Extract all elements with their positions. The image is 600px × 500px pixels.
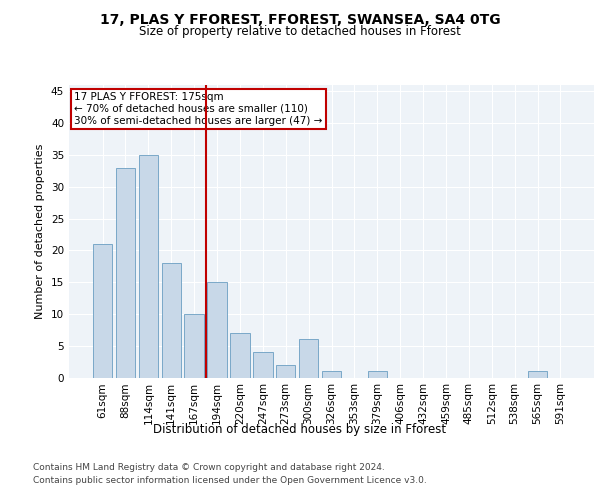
Bar bbox=[230, 333, 250, 378]
Bar bbox=[276, 365, 295, 378]
Text: 17 PLAS Y FFOREST: 175sqm
← 70% of detached houses are smaller (110)
30% of semi: 17 PLAS Y FFOREST: 175sqm ← 70% of detac… bbox=[74, 92, 323, 126]
Bar bbox=[184, 314, 204, 378]
Bar bbox=[139, 155, 158, 378]
Text: Distribution of detached houses by size in Fforest: Distribution of detached houses by size … bbox=[154, 422, 446, 436]
Text: Contains HM Land Registry data © Crown copyright and database right 2024.: Contains HM Land Registry data © Crown c… bbox=[33, 462, 385, 471]
Bar bbox=[253, 352, 272, 378]
Bar bbox=[368, 371, 387, 378]
Bar bbox=[161, 263, 181, 378]
Bar bbox=[208, 282, 227, 378]
Text: Size of property relative to detached houses in Fforest: Size of property relative to detached ho… bbox=[139, 25, 461, 38]
Bar bbox=[299, 340, 319, 378]
Y-axis label: Number of detached properties: Number of detached properties bbox=[35, 144, 46, 319]
Bar bbox=[116, 168, 135, 378]
Bar bbox=[322, 371, 341, 378]
Text: 17, PLAS Y FFOREST, FFOREST, SWANSEA, SA4 0TG: 17, PLAS Y FFOREST, FFOREST, SWANSEA, SA… bbox=[100, 12, 500, 26]
Bar bbox=[528, 371, 547, 378]
Text: Contains public sector information licensed under the Open Government Licence v3: Contains public sector information licen… bbox=[33, 476, 427, 485]
Bar bbox=[93, 244, 112, 378]
